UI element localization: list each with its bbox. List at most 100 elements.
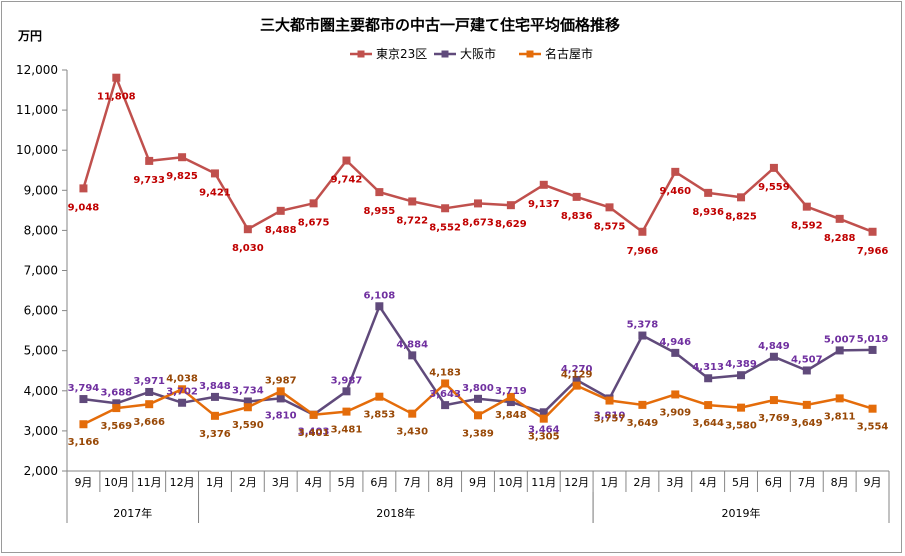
data-point-2 — [737, 403, 746, 412]
data-point-0 — [737, 193, 746, 202]
data-label-1: 3,403 — [298, 427, 330, 438]
data-label-2: 3,389 — [462, 428, 494, 439]
data-label-2: 3,590 — [232, 420, 264, 431]
data-point-0 — [145, 156, 154, 165]
data-point-2 — [506, 392, 515, 401]
data-point-0 — [802, 202, 811, 211]
y-tick-label: 5,000 — [24, 344, 58, 358]
data-point-1 — [868, 345, 877, 354]
data-point-1 — [112, 399, 121, 408]
x-tick-label: 5月 — [337, 476, 355, 489]
data-point-0 — [375, 188, 384, 197]
x-tick-label: 2月 — [239, 476, 257, 489]
year-label: 2019年 — [722, 506, 761, 520]
data-point-0 — [868, 227, 877, 236]
data-label-1: 6,108 — [364, 290, 396, 301]
data-label-1: 3,810 — [594, 410, 626, 421]
data-label-0: 8,825 — [725, 211, 757, 222]
x-tick-label: 6月 — [765, 476, 783, 489]
data-label-0: 7,966 — [627, 246, 659, 257]
y-tick-label: 12,000 — [16, 63, 58, 77]
data-point-1 — [474, 394, 482, 403]
data-point-1 — [178, 398, 187, 407]
legend: 東京23区 大阪市 名古屋市 — [350, 46, 593, 61]
legend-marker-2 — [526, 50, 534, 58]
data-point-2 — [638, 400, 647, 409]
data-label-2: 3,376 — [199, 429, 231, 440]
y-tick-label: 6,000 — [24, 304, 58, 318]
legend-label-1: 大阪市 — [460, 46, 496, 61]
data-point-2 — [112, 404, 121, 413]
data-point-1 — [539, 408, 548, 417]
data-label-2: 3,649 — [791, 418, 823, 429]
data-label-2: 3,580 — [725, 421, 757, 432]
data-point-2 — [408, 409, 417, 418]
data-label-2: 3,430 — [396, 427, 428, 438]
y-tick-label: 2,000 — [24, 464, 58, 478]
data-label-1: 4,849 — [758, 341, 790, 352]
data-label-1: 4,270 — [561, 364, 593, 375]
data-point-2 — [769, 396, 778, 405]
data-label-0: 8,030 — [232, 243, 264, 254]
data-label-1: 4,507 — [791, 354, 823, 365]
chart-title: 三大都市圏主要都市の中古一戸建て住宅平均価格推移 — [260, 16, 620, 34]
data-point-0 — [539, 180, 548, 189]
data-label-2: 3,769 — [758, 413, 790, 424]
x-tick-label: 5月 — [732, 476, 750, 489]
x-tick-label: 3月 — [666, 476, 684, 489]
data-point-1 — [769, 352, 778, 361]
series-line-0 — [82, 76, 874, 234]
data-point-0 — [210, 169, 219, 178]
data-label-0: 8,552 — [429, 222, 461, 233]
x-tick-label: 11月 — [531, 476, 556, 489]
data-label-0: 9,048 — [68, 202, 100, 213]
data-label-0: 11,808 — [97, 92, 136, 103]
year-label: 2017年 — [113, 506, 152, 520]
data-label-2: 3,649 — [627, 418, 659, 429]
y-tick-label: 10,000 — [16, 143, 58, 157]
data-label-1: 5,019 — [857, 334, 889, 345]
data-point-1 — [79, 395, 88, 404]
data-point-0 — [671, 167, 680, 176]
data-point-2 — [276, 387, 285, 396]
data-point-2 — [605, 396, 614, 405]
x-tick-label: 6月 — [370, 476, 388, 489]
data-point-2 — [868, 404, 877, 413]
data-point-1 — [506, 398, 515, 407]
y-tick-label: 4,000 — [24, 384, 58, 398]
y-tick-label: 7,000 — [24, 264, 58, 278]
data-point-1 — [375, 302, 384, 311]
data-label-1: 3,987 — [331, 375, 363, 386]
data-point-0 — [243, 225, 252, 234]
data-point-2 — [572, 381, 581, 390]
legend-label-0: 東京23区 — [376, 47, 427, 61]
data-point-1 — [276, 394, 285, 403]
data-label-1: 5,378 — [627, 320, 659, 331]
x-tick-label: 11月 — [137, 476, 162, 489]
data-label-0: 9,137 — [528, 199, 560, 210]
data-label-2: 3,853 — [364, 410, 396, 421]
year-label: 2018年 — [376, 506, 415, 520]
data-point-2 — [835, 394, 844, 403]
data-point-2 — [79, 420, 88, 429]
data-point-0 — [408, 197, 417, 206]
data-label-1: 4,389 — [725, 359, 757, 370]
x-tick-label: 8月 — [436, 476, 454, 489]
data-point-0 — [769, 163, 778, 172]
data-label-0: 8,288 — [824, 233, 856, 244]
x-tick-label: 3月 — [272, 476, 290, 489]
legend-marker-0 — [357, 50, 365, 58]
data-point-2 — [178, 385, 187, 394]
data-label-1: 3,810 — [265, 410, 297, 421]
data-label-0: 8,722 — [396, 215, 428, 226]
data-label-0: 8,629 — [495, 219, 527, 230]
data-point-0 — [572, 192, 581, 201]
data-point-1 — [835, 346, 844, 355]
data-label-2: 4,183 — [429, 367, 461, 378]
data-point-2 — [375, 392, 384, 401]
data-label-2: 3,166 — [68, 437, 100, 448]
data-label-2: 4,038 — [166, 373, 198, 384]
data-point-1 — [704, 374, 713, 383]
